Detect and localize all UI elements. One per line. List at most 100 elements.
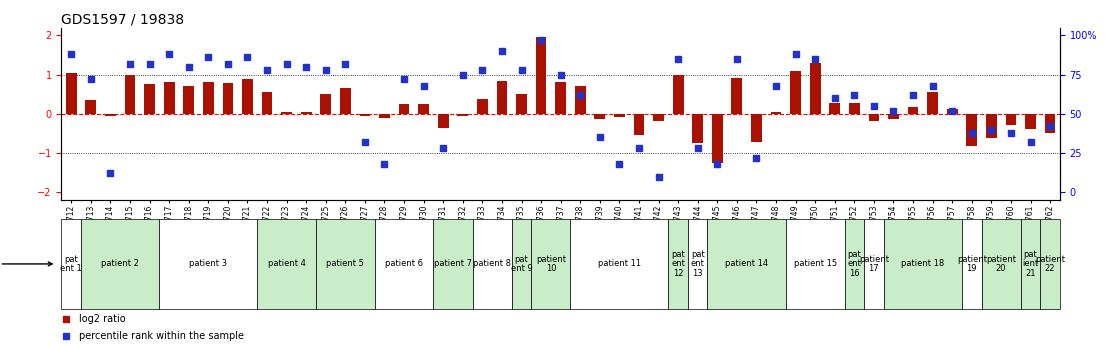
Bar xyxy=(961,219,982,309)
Point xyxy=(1022,139,1040,145)
Bar xyxy=(301,112,312,114)
Bar xyxy=(316,219,375,309)
Bar xyxy=(634,114,644,136)
Bar xyxy=(653,114,664,121)
Bar xyxy=(418,104,429,114)
Bar xyxy=(257,219,316,309)
Bar xyxy=(340,88,351,114)
Bar xyxy=(809,63,821,114)
Text: patient
19: patient 19 xyxy=(957,255,987,273)
Bar xyxy=(1040,219,1060,309)
Text: patient 7: patient 7 xyxy=(434,259,472,268)
Bar xyxy=(982,219,1021,309)
Point xyxy=(571,92,589,98)
Text: GDS1597 / 19838: GDS1597 / 19838 xyxy=(61,12,184,27)
Bar xyxy=(262,92,273,114)
Text: patient 14: patient 14 xyxy=(726,259,768,268)
Point xyxy=(454,72,472,77)
Point xyxy=(845,92,863,98)
Point xyxy=(884,108,902,114)
Text: patient 3: patient 3 xyxy=(189,259,227,268)
Bar xyxy=(124,75,135,114)
Text: patient
17: patient 17 xyxy=(859,255,889,273)
Point xyxy=(923,83,941,88)
Text: patient 4: patient 4 xyxy=(267,259,305,268)
Bar xyxy=(160,219,257,309)
Bar xyxy=(731,78,742,114)
Bar xyxy=(556,82,566,114)
Bar xyxy=(595,114,605,119)
Bar xyxy=(947,109,958,114)
Point xyxy=(610,161,628,167)
Point xyxy=(337,61,354,67)
Bar xyxy=(85,100,96,114)
Bar xyxy=(531,219,570,309)
Point xyxy=(865,103,883,109)
Point xyxy=(728,56,746,62)
Point xyxy=(316,67,334,73)
Point xyxy=(1041,124,1059,129)
Point xyxy=(121,61,139,67)
Bar xyxy=(927,92,938,114)
Bar xyxy=(770,112,781,114)
Bar xyxy=(375,219,434,309)
Point xyxy=(180,64,198,70)
Text: patient 15: patient 15 xyxy=(794,259,836,268)
Point xyxy=(277,61,295,67)
Text: pat
ent 1: pat ent 1 xyxy=(60,255,82,273)
Bar xyxy=(849,103,860,114)
Point xyxy=(709,161,727,167)
Point xyxy=(434,146,452,151)
Bar xyxy=(321,94,331,114)
Point xyxy=(904,92,922,98)
Bar xyxy=(457,114,468,116)
Text: pat
ent
13: pat ent 13 xyxy=(691,250,704,278)
Text: patient 8: patient 8 xyxy=(473,259,511,268)
Bar xyxy=(536,37,547,114)
Bar xyxy=(477,99,487,114)
Bar xyxy=(105,114,116,116)
Point xyxy=(376,161,394,167)
Point xyxy=(1002,130,1020,136)
Point xyxy=(552,72,570,77)
Point xyxy=(532,37,550,43)
Bar xyxy=(360,114,370,116)
Point xyxy=(826,96,844,101)
Point xyxy=(258,67,276,73)
Bar xyxy=(434,219,473,309)
Text: patient 18: patient 18 xyxy=(901,259,945,268)
Bar xyxy=(282,112,292,114)
Bar xyxy=(82,219,160,309)
Point xyxy=(82,77,100,82)
Text: patient 6: patient 6 xyxy=(385,259,423,268)
Text: log2 ratio: log2 ratio xyxy=(79,314,126,324)
Bar xyxy=(66,73,77,114)
Point xyxy=(689,146,707,151)
Text: pat
ient
21: pat ient 21 xyxy=(1022,250,1039,278)
Bar xyxy=(908,107,918,114)
Point xyxy=(963,130,980,136)
Bar xyxy=(864,219,883,309)
Text: patient
22: patient 22 xyxy=(1035,255,1065,273)
Point xyxy=(473,67,491,73)
Bar xyxy=(575,86,586,114)
Bar xyxy=(966,114,977,146)
Text: patient 5: patient 5 xyxy=(326,259,364,268)
Point xyxy=(160,51,178,57)
Point xyxy=(631,146,648,151)
Point xyxy=(219,61,237,67)
Bar xyxy=(1021,219,1040,309)
Point xyxy=(199,55,217,60)
Bar xyxy=(144,85,155,114)
Point xyxy=(944,108,961,114)
Text: patient
10: patient 10 xyxy=(536,255,566,273)
Point xyxy=(356,139,373,145)
Bar xyxy=(614,114,625,117)
Bar xyxy=(669,219,688,309)
Bar xyxy=(883,219,961,309)
Bar xyxy=(888,114,899,119)
Bar xyxy=(1025,114,1036,129)
Bar xyxy=(570,219,669,309)
Point xyxy=(238,55,256,60)
Bar xyxy=(790,71,800,114)
